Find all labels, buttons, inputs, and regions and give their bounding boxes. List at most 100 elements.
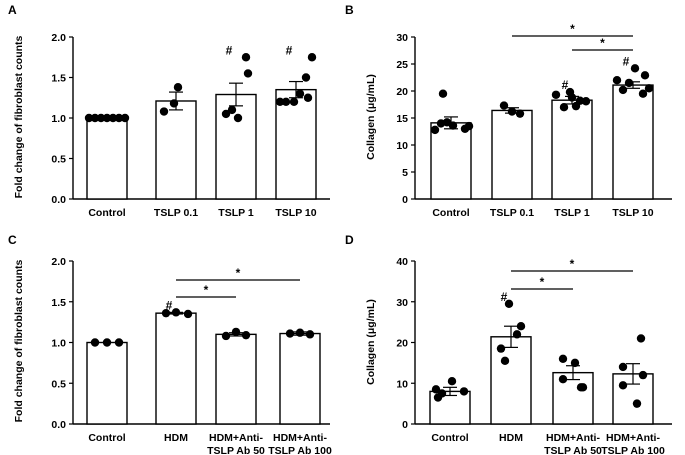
- category-label: Control: [88, 207, 125, 219]
- data-point: [581, 97, 591, 106]
- data-point: [173, 83, 183, 92]
- data-point: [430, 125, 440, 135]
- data-point: [295, 89, 305, 98]
- bar: [86, 341, 128, 425]
- data-point: [464, 121, 474, 131]
- data-point: [448, 121, 458, 130]
- panel-label: C: [8, 233, 17, 247]
- bar: [279, 332, 321, 425]
- plot-area: 0.0 0.5 1.0 1.5 2.0 Control TSLP 0.1 # TSLP 1 # TS…: [51, 32, 330, 219]
- data-point: [504, 299, 514, 308]
- hash-mark: #: [166, 298, 173, 312]
- data-point: [231, 327, 241, 337]
- data-point: [108, 113, 118, 123]
- data-point: [612, 76, 622, 85]
- category-label: HDM: [499, 432, 523, 444]
- y-tick-label: 2.0: [51, 256, 66, 268]
- y-axis-label: Collagen (μg/mL): [365, 74, 377, 160]
- data-point: [241, 53, 251, 62]
- category-label: TSLP 0.1: [154, 207, 198, 219]
- plot-area: 0 5 10 15 20 25 30 Control TSLP 0.1 # TSLP 1 # TSLP …: [396, 22, 672, 219]
- y-tick-label: 15: [396, 113, 408, 125]
- y-tick-label: 20: [396, 338, 408, 350]
- category-label: HDM+Anti-: [546, 432, 600, 444]
- data-point: [499, 101, 509, 110]
- data-point: [114, 338, 124, 347]
- significance-star: *: [570, 257, 575, 271]
- y-axis-label: Fold change of fibroblast counts: [13, 35, 25, 198]
- hash-mark: #: [286, 43, 293, 57]
- data-point: [496, 344, 506, 353]
- category-label: HDM: [164, 432, 188, 444]
- data-point: [227, 105, 237, 115]
- data-point: [551, 90, 561, 99]
- data-point: [507, 107, 517, 116]
- panel-d: D Collagen (μg/mL) 0 10 20 30 40 Control # HDM H…: [345, 233, 672, 455]
- y-axis-label: Fold change of fibroblast counts: [13, 259, 25, 422]
- data-point: [221, 331, 231, 341]
- hash-mark: #: [562, 78, 569, 92]
- y-tick-label: 40: [396, 256, 408, 268]
- data-point: [640, 71, 650, 80]
- category-label: TSLP Ab 50: [207, 445, 265, 455]
- bar: [155, 312, 197, 425]
- data-point: [171, 308, 181, 317]
- y-tick-label: 1.5: [51, 73, 66, 85]
- data-point: [459, 387, 469, 396]
- y-tick-label: 25: [396, 59, 408, 71]
- data-point: [558, 374, 568, 384]
- data-point: [169, 99, 179, 108]
- data-point: [632, 399, 642, 408]
- bar: [612, 84, 654, 200]
- bar: [215, 333, 257, 425]
- panel-label: D: [345, 233, 354, 247]
- panel-label: A: [8, 3, 17, 17]
- significance-star: *: [600, 36, 605, 50]
- data-point: [183, 309, 193, 319]
- y-tick-label: 20: [396, 86, 408, 98]
- bar: [275, 88, 317, 200]
- y-tick-label: 30: [396, 297, 408, 309]
- y-tick-label: 0.5: [51, 378, 66, 390]
- data-point: [289, 97, 299, 107]
- y-tick-label: 0.0: [51, 419, 66, 431]
- data-point: [161, 308, 171, 318]
- data-point: [243, 69, 253, 78]
- category-label: TSLP 10: [612, 207, 653, 219]
- category-label: TSLP 1: [218, 207, 254, 219]
- y-tick-label: 0.5: [51, 154, 66, 166]
- y-tick-label: 5: [402, 167, 408, 179]
- data-point: [120, 113, 130, 123]
- category-label: HDM+Anti-: [209, 432, 263, 444]
- bar: [551, 99, 593, 200]
- category-label: Control: [432, 207, 469, 219]
- data-point: [305, 330, 315, 339]
- data-point: [241, 330, 251, 340]
- data-point: [438, 89, 448, 98]
- data-point: [618, 381, 628, 390]
- data-point: [114, 113, 124, 123]
- data-point: [638, 89, 648, 98]
- data-point: [618, 362, 628, 372]
- data-point: [500, 356, 510, 366]
- category-label: TSLP 0.1: [490, 207, 534, 219]
- data-point: [307, 53, 317, 62]
- hash-mark: #: [226, 43, 233, 57]
- bar: [86, 117, 128, 200]
- significance-star: *: [540, 275, 545, 289]
- data-point: [275, 97, 285, 107]
- data-point: [431, 385, 441, 394]
- panel-c: C Fold change of fibroblast counts 0.0 0.…: [8, 233, 332, 455]
- significance-star: *: [570, 22, 575, 36]
- data-point: [516, 322, 526, 331]
- y-tick-label: 2.0: [51, 32, 66, 44]
- data-point: [630, 64, 640, 73]
- data-point: [512, 330, 522, 339]
- category-label: TSLP 10: [275, 207, 316, 219]
- y-tick-label: 10: [396, 140, 408, 152]
- data-point: [295, 328, 305, 337]
- y-tick-label: 0: [402, 194, 408, 206]
- y-axis-label: Collagen (μg/mL): [365, 299, 377, 385]
